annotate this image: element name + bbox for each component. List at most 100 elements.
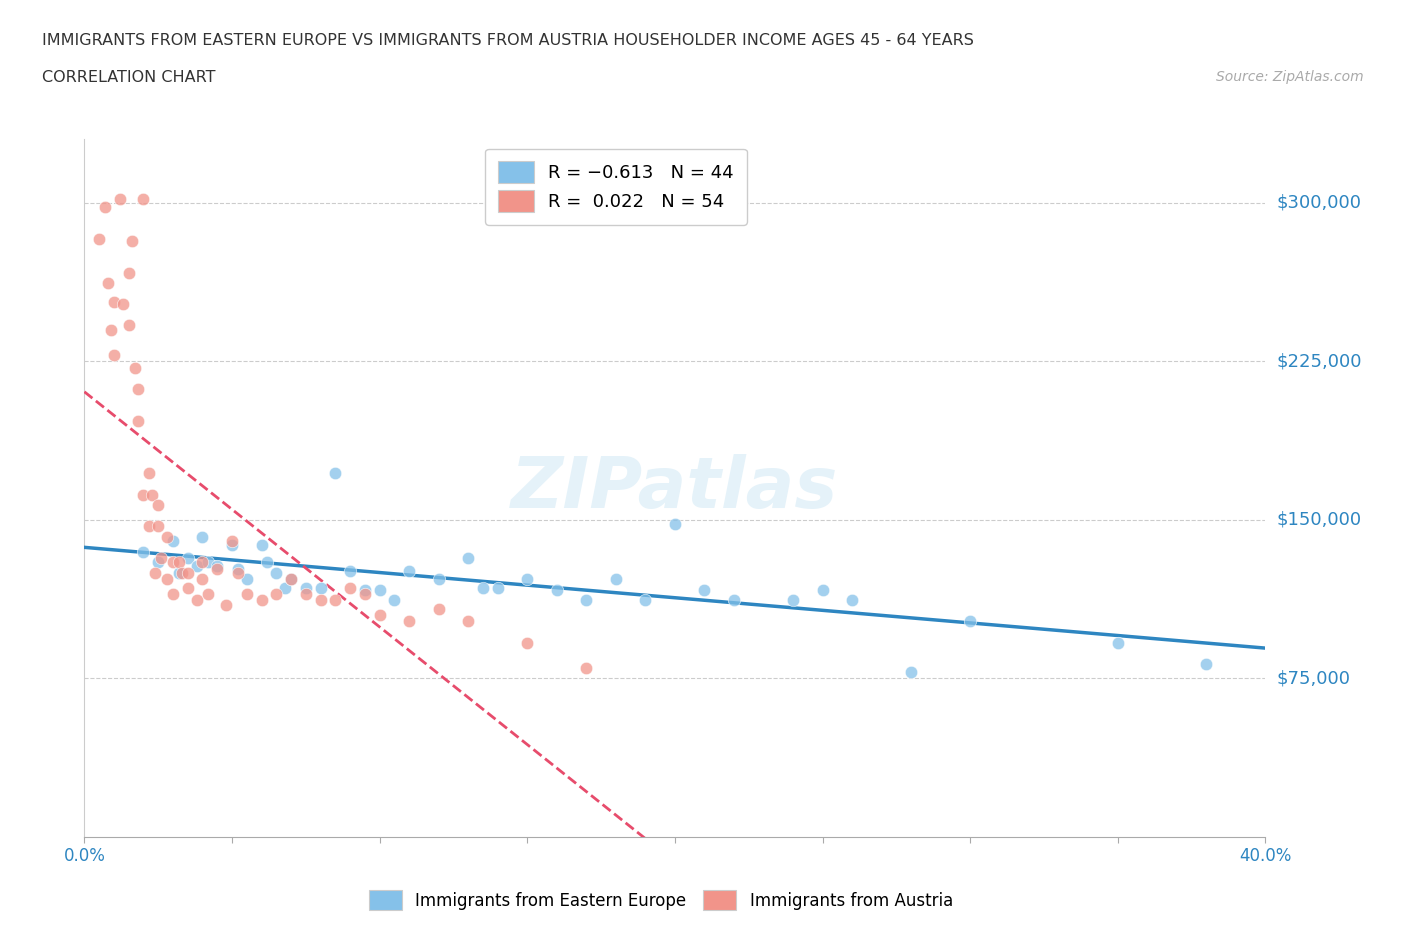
Point (191, 555, 214, 570)
Point (141, 487, 163, 502)
Point (664, 517, 686, 532)
Point (197, 555, 219, 570)
Point (723, 592, 745, 607)
Point (235, 572, 259, 587)
Point (250, 592, 273, 607)
Point (148, 555, 170, 570)
Point (516, 572, 538, 587)
Point (354, 587, 377, 602)
Point (143, 565, 166, 580)
Point (339, 564, 361, 578)
Point (295, 587, 318, 602)
Point (138, 519, 160, 534)
Point (295, 580, 318, 595)
Point (156, 572, 179, 587)
Point (472, 580, 495, 595)
Point (575, 660, 598, 675)
Point (841, 592, 863, 607)
Point (162, 534, 184, 549)
Text: Source: ZipAtlas.com: Source: ZipAtlas.com (1216, 70, 1364, 84)
Point (235, 587, 259, 602)
Point (323, 466, 347, 481)
Point (427, 602, 450, 617)
Point (191, 572, 214, 587)
Point (250, 538, 273, 552)
Point (398, 614, 420, 629)
Point (132, 487, 155, 502)
Point (782, 592, 804, 607)
Text: $150,000: $150,000 (1277, 511, 1361, 529)
Point (97, 276, 120, 291)
Text: $75,000: $75,000 (1277, 670, 1351, 687)
Point (108, 192, 131, 206)
Point (103, 295, 125, 310)
Point (177, 580, 200, 595)
Point (132, 192, 155, 206)
Point (274, 580, 297, 595)
Point (221, 538, 243, 552)
Legend: Immigrants from Eastern Europe, Immigrants from Austria: Immigrants from Eastern Europe, Immigran… (361, 884, 960, 917)
Point (811, 582, 834, 597)
Point (226, 565, 249, 580)
Point (205, 561, 228, 576)
Legend: R = −0.613   N = 44, R =  0.022   N = 54: R = −0.613 N = 44, R = 0.022 N = 54 (485, 149, 747, 225)
Point (398, 564, 420, 578)
Point (427, 572, 450, 587)
Point (1107, 635, 1129, 650)
Point (118, 265, 141, 280)
Point (634, 592, 657, 607)
Text: ZIPatlas: ZIPatlas (512, 454, 838, 523)
Point (87, 232, 111, 246)
Point (264, 587, 288, 602)
Point (94, 200, 117, 215)
Point (339, 580, 361, 595)
Point (100, 323, 122, 338)
Point (111, 297, 134, 312)
Point (124, 360, 146, 375)
Point (177, 565, 200, 580)
Text: IMMIGRANTS FROM EASTERN EUROPE VS IMMIGRANTS FROM AUSTRIA HOUSEHOLDER INCOME AGE: IMMIGRANTS FROM EASTERN EUROPE VS IMMIGR… (42, 33, 974, 47)
Point (138, 466, 160, 481)
Point (457, 551, 479, 565)
Point (132, 544, 155, 559)
Point (148, 498, 170, 512)
Point (516, 635, 538, 650)
Point (221, 534, 243, 549)
Point (693, 582, 716, 597)
Point (354, 582, 377, 597)
Point (605, 572, 627, 587)
Point (280, 572, 302, 587)
Text: $225,000: $225,000 (1277, 352, 1362, 370)
Point (118, 318, 141, 333)
Point (457, 614, 479, 629)
Point (382, 592, 406, 607)
Point (280, 572, 302, 587)
Point (127, 381, 149, 396)
Point (323, 592, 347, 607)
Point (1195, 657, 1218, 671)
Point (368, 607, 391, 622)
Point (900, 665, 922, 680)
Point (486, 580, 509, 595)
Point (127, 413, 149, 428)
Point (167, 565, 190, 580)
Point (162, 587, 184, 602)
Point (575, 592, 598, 607)
Text: $300,000: $300,000 (1277, 194, 1361, 212)
Point (226, 561, 249, 576)
Point (162, 555, 184, 570)
Point (150, 551, 173, 565)
Point (186, 559, 208, 574)
Text: CORRELATION CHART: CORRELATION CHART (42, 70, 215, 85)
Point (191, 529, 214, 544)
Point (264, 565, 288, 580)
Point (186, 592, 208, 607)
Point (121, 233, 143, 248)
Point (368, 582, 391, 597)
Point (148, 519, 170, 534)
Point (170, 565, 193, 580)
Point (959, 614, 981, 629)
Point (177, 551, 200, 565)
Point (309, 592, 332, 607)
Point (205, 559, 228, 574)
